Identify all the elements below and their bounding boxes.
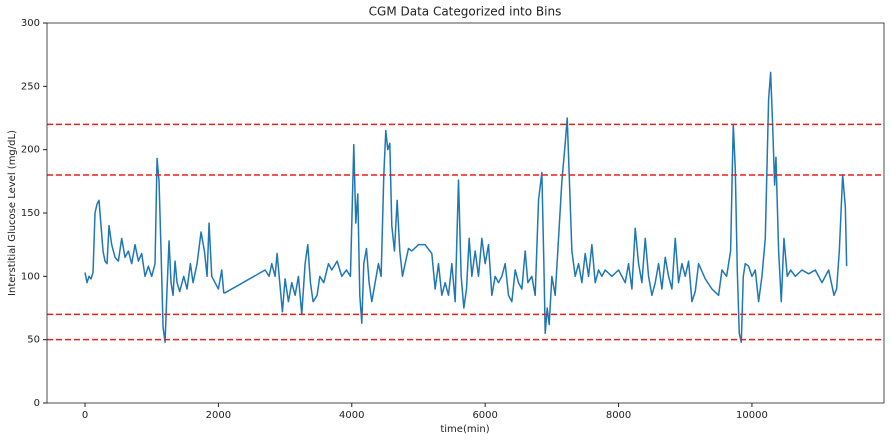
data-line (84, 71, 848, 343)
y-tick-label: 100 (21, 271, 40, 282)
y-tick-label: 250 (21, 81, 40, 92)
y-tick-label: 50 (27, 335, 40, 346)
x-tick-label: 6000 (472, 410, 497, 421)
chart-title: CGM Data Categorized into Bins (369, 5, 562, 19)
x-axis-label: time(min) (440, 424, 489, 435)
y-tick-label: 200 (21, 145, 40, 156)
y-tick-label: 300 (21, 18, 40, 29)
x-tick-label: 4000 (339, 410, 364, 421)
plot-frame (46, 22, 885, 404)
y-axis-label: Interstitial Glucose Level (mg/dL) (7, 130, 18, 296)
x-tick-label: 0 (82, 410, 88, 421)
y-tick-label: 0 (34, 398, 40, 409)
y-tick-label: 150 (21, 208, 40, 219)
x-tick-label: 2000 (206, 410, 231, 421)
x-tick-label: 8000 (606, 410, 631, 421)
x-tick-label: 10000 (736, 410, 768, 421)
